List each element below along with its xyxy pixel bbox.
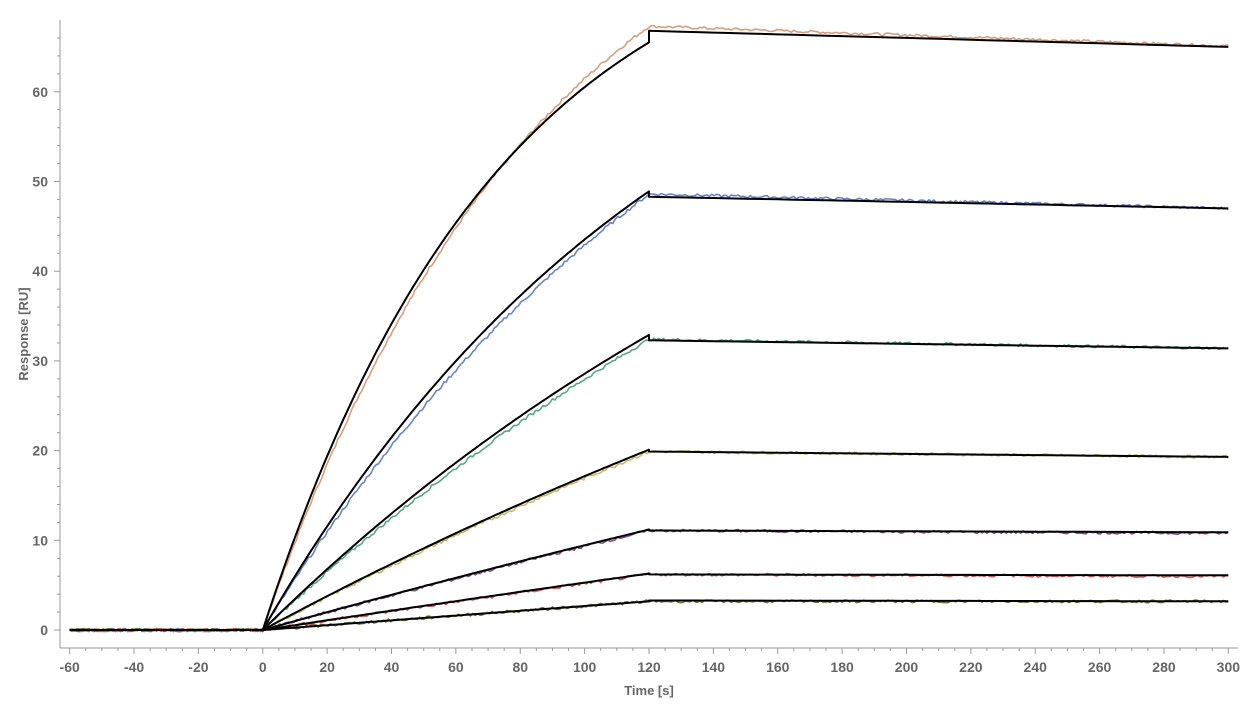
x-tick-label: 180 [830,659,854,675]
data-series-7 [69,599,1229,633]
x-tick-label: 280 [1152,659,1176,675]
x-tick-label: 100 [573,659,597,675]
fit-series-2 [69,190,1229,632]
x-tick-label: 20 [319,659,335,675]
curves [69,24,1229,633]
x-tick-label: 120 [637,659,661,675]
y-tick-label: 60 [32,84,48,100]
x-tick-label: 220 [959,659,983,675]
data-series-2 [69,192,1229,633]
y-axis-title: Response [RU] [16,287,31,380]
y-tick-label: 30 [32,353,48,369]
x-tick-label: 0 [259,659,267,675]
x-tick-label: 160 [766,659,790,675]
axes: -60 -40 -20 0 20 40 60 80 100 120 140 160 180 200 220 2… [32,20,1240,675]
x-tick-label: 60 [448,659,464,675]
x-tick-label: 40 [384,659,400,675]
data-series-4 [69,449,1229,633]
x-tick-label: 300 [1217,659,1241,675]
x-tick-label: -20 [188,659,208,675]
x-tick-label: -40 [124,659,144,675]
fit-series-4 [69,448,1229,632]
fit-series-6 [69,572,1229,632]
x-tick-label: 260 [1088,659,1112,675]
fit-series-7 [69,599,1229,632]
x-tick-label: 200 [895,659,919,675]
x-axis-title: Time [s] [624,683,674,698]
y-tick-label: 0 [40,622,48,638]
fit-series-1 [69,29,1229,632]
y-tick-label: 10 [32,532,48,548]
data-series-3 [69,337,1229,633]
data-series-1 [69,24,1229,633]
x-tick-label: -60 [60,659,80,675]
x-tick-label: 240 [1024,659,1048,675]
x-tick-label: 140 [702,659,726,675]
x-tick-label: 80 [512,659,528,675]
y-tick-label: 50 [32,173,48,189]
y-tick-label: 20 [32,443,48,459]
fit-series-5 [69,528,1229,632]
data-series-5 [69,528,1229,633]
fit-series-3 [69,333,1229,632]
fit-curves [69,29,1229,632]
y-tick-label: 40 [32,263,48,279]
